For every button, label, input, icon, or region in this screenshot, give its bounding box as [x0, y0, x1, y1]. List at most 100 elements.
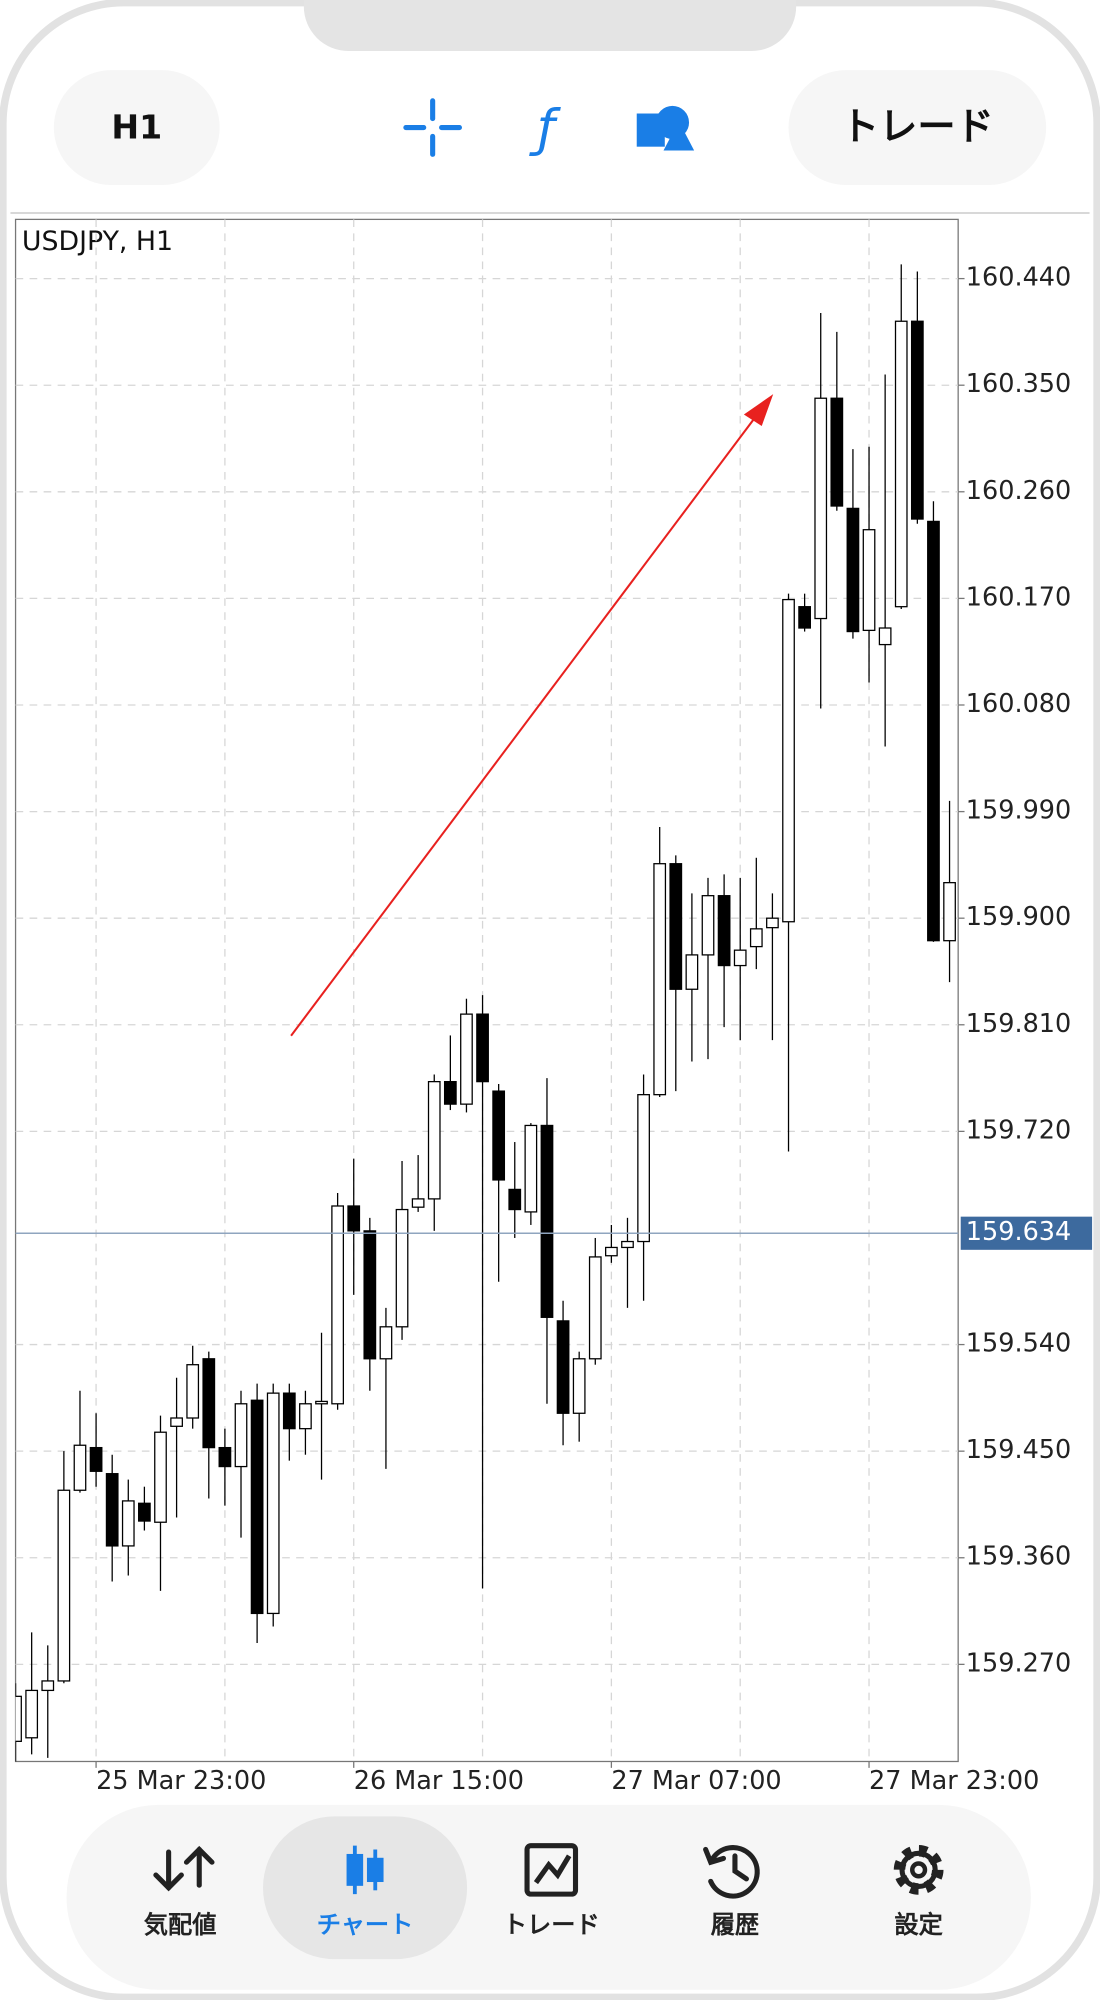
- history-icon[interactable]: [703, 1845, 760, 1899]
- candle-body: [910, 320, 924, 520]
- candle-body: [605, 1246, 618, 1257]
- candle-body: [170, 1417, 183, 1427]
- x-tick-label: 26 Mar 15:00: [354, 1766, 524, 1796]
- candle-body: [846, 507, 860, 633]
- candle-body: [556, 1320, 570, 1414]
- y-tick-label: 159.540: [966, 1329, 1071, 1359]
- active-tab-bg: [263, 1816, 468, 1960]
- trend-line: [290, 406, 764, 1037]
- plot-area: [14, 218, 959, 1763]
- chart-title: USDJPY, H1: [22, 226, 173, 257]
- objects-icon[interactable]: [636, 105, 695, 151]
- candle-body: [202, 1358, 216, 1449]
- candle-body: [105, 1473, 119, 1547]
- trade-button[interactable]: [788, 70, 1047, 185]
- candle-body: [653, 863, 667, 1096]
- candle-body: [89, 1446, 103, 1472]
- candle-body: [621, 1240, 634, 1249]
- y-tick-label: 159.360: [966, 1542, 1071, 1572]
- x-tick-label: 25 Mar 23:00: [96, 1766, 266, 1796]
- candle-body: [411, 1198, 425, 1208]
- bottom-nav: [66, 1804, 1031, 1990]
- candle-body: [878, 627, 892, 646]
- trend-arrow: [290, 394, 774, 1037]
- candle-body: [331, 1205, 345, 1405]
- candle-body: [476, 1013, 489, 1083]
- arrow-head: [743, 394, 774, 427]
- candle-body: [572, 1358, 586, 1414]
- y-tick-label: 159.900: [966, 902, 1071, 932]
- settings-icon[interactable]: [893, 1845, 944, 1895]
- candle-body: [814, 397, 828, 620]
- timeframe-label: H1: [111, 107, 162, 146]
- nav-label[interactable]: 履歴: [711, 1911, 759, 1939]
- candle-body: [41, 1680, 55, 1692]
- candle-body: [492, 1090, 506, 1181]
- candle-body: [154, 1431, 167, 1523]
- y-tick-label: 160.170: [966, 582, 1071, 612]
- chart: USDJPY, H1 159.270 159.360 159.450 159.540 1…: [14, 218, 1093, 1796]
- candle-body: [894, 320, 908, 608]
- candle-body: [218, 1446, 232, 1468]
- candle-body: [830, 397, 844, 507]
- quotes-icon[interactable]: [153, 1845, 215, 1892]
- candle-body: [25, 1689, 39, 1739]
- trade-button-label: トレード: [841, 104, 994, 149]
- candle-body: [685, 954, 699, 990]
- candle-body: [540, 1124, 554, 1318]
- candle-body: [234, 1403, 248, 1468]
- candle-body: [733, 949, 747, 967]
- nav-label[interactable]: チャート: [317, 1911, 414, 1939]
- nav-label[interactable]: 設定: [894, 1911, 943, 1939]
- candles: [15, 264, 956, 1762]
- current-price-tag: [960, 1216, 1093, 1250]
- candle-body: [379, 1326, 393, 1360]
- crosshair-icon[interactable]: [403, 98, 462, 157]
- current-price-label: 159.634: [966, 1217, 1071, 1247]
- candle-body: [669, 863, 683, 990]
- y-tick-label: 160.080: [966, 689, 1071, 719]
- grid: [15, 219, 959, 1762]
- candle-body: [782, 598, 795, 923]
- y-tick-label: 159.990: [966, 796, 1071, 826]
- candle-body: [798, 606, 812, 629]
- y-tick-label: 159.270: [966, 1648, 1071, 1678]
- candle-body: [121, 1500, 135, 1547]
- candle-body: [347, 1205, 361, 1232]
- x-tick-label: 27 Mar 23:00: [869, 1766, 1039, 1796]
- y-tick-label: 159.450: [966, 1435, 1071, 1465]
- candle-body: [701, 895, 715, 956]
- candle-body: [363, 1230, 377, 1360]
- candle-body: [927, 520, 940, 942]
- candle-body: [73, 1444, 87, 1491]
- y-tick-label: 159.720: [966, 1115, 1071, 1145]
- trade-icon[interactable]: [524, 1843, 579, 1897]
- candle-body: [524, 1124, 538, 1213]
- candle-body: [395, 1208, 409, 1328]
- candle-body: [282, 1392, 296, 1430]
- nav-label[interactable]: 気配値: [144, 1911, 217, 1939]
- y-tick-label: 160.440: [966, 263, 1071, 293]
- chart-icon[interactable]: [346, 1845, 384, 1895]
- candle-body: [943, 882, 956, 942]
- nav-label[interactable]: トレード: [503, 1911, 600, 1939]
- candle-body: [315, 1400, 328, 1405]
- candle-body: [266, 1392, 280, 1615]
- candle-body: [766, 917, 779, 929]
- candle-body: [250, 1399, 264, 1615]
- candle-body: [443, 1080, 457, 1105]
- candle-body: [427, 1080, 441, 1200]
- candle-body: [186, 1364, 200, 1419]
- y-tick-label: 160.260: [966, 476, 1071, 506]
- y-tick-label: 159.810: [966, 1009, 1071, 1039]
- timeframe-button[interactable]: [53, 70, 220, 185]
- candle-body: [749, 928, 763, 948]
- notch: [303, 0, 797, 52]
- candle-body: [15, 1695, 22, 1742]
- candle-body: [138, 1502, 151, 1522]
- candle-body: [299, 1403, 312, 1430]
- candle-body: [460, 1013, 473, 1105]
- candle-body: [508, 1188, 522, 1211]
- candle-body: [637, 1094, 650, 1243]
